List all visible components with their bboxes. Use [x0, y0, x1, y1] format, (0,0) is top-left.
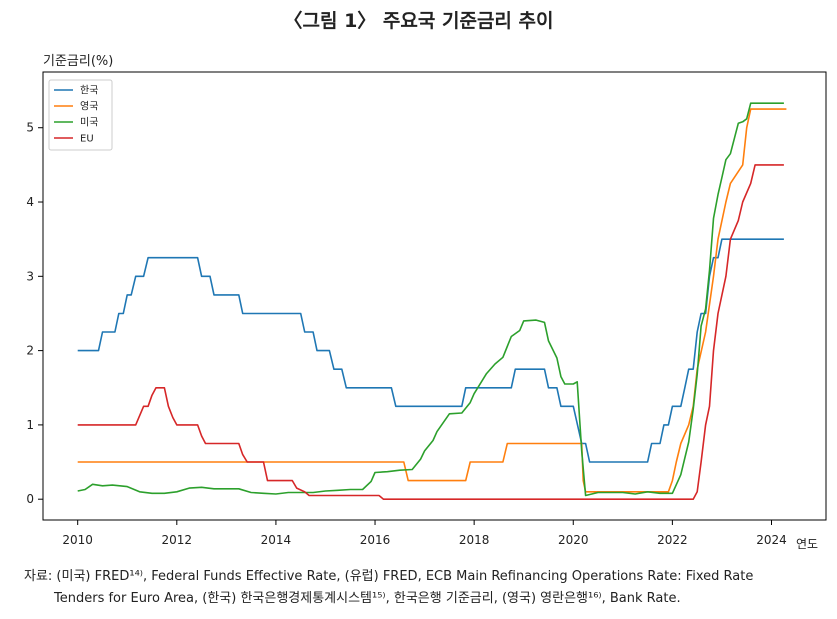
x-tick-label: 2022: [657, 533, 688, 547]
legend-label: 미국: [80, 117, 98, 129]
x-tick-label: 2018: [459, 533, 490, 547]
x-axis-label: 연도: [796, 537, 818, 551]
legend-label: 영국: [80, 101, 98, 113]
x-tick-label: 2016: [360, 533, 391, 547]
x-tick-label: 2010: [62, 533, 93, 547]
series-line-영국: [77, 108, 787, 493]
source-note: 자료: (미국) FRED¹⁴⁾, Federal Funds Effectiv…: [24, 566, 824, 610]
x-tick-label: 2012: [162, 533, 193, 547]
y-axis-label: 기준금리(%): [43, 54, 114, 69]
series-line-EU: [77, 164, 784, 500]
y-tick-label: 5: [26, 121, 34, 135]
source-line-2: Tenders for Euro Area, (한국) 한국은행경제통계시스템¹…: [54, 591, 681, 606]
y-tick-label: 4: [26, 195, 34, 209]
y-tick-label: 3: [26, 269, 34, 283]
line-chart: 2010 2012 2014 2016 2018 2020 2022 2024 0 1 2 3 4 5 한…: [26, 71, 827, 551]
source-line-1: 자료: (미국) FRED¹⁴⁾, Federal Funds Effectiv…: [24, 569, 754, 584]
x-tick-label: 2014: [261, 533, 292, 547]
legend-label: 한국: [80, 85, 98, 97]
series-line-미국: [77, 102, 784, 497]
y-tick-label: 2: [26, 344, 34, 358]
y-tick-label: 0: [26, 492, 34, 506]
x-tick-label: 2020: [558, 533, 589, 547]
series-line-한국: [77, 238, 784, 463]
figure-title: 〈그림 1〉 주요국 기준금리 추이: [283, 10, 554, 32]
x-tick-label: 2024: [756, 533, 787, 547]
legend-box: [48, 79, 113, 151]
y-tick-label: 1: [26, 418, 34, 432]
legend-label: EU: [80, 134, 94, 145]
plot-frame: [42, 71, 827, 521]
